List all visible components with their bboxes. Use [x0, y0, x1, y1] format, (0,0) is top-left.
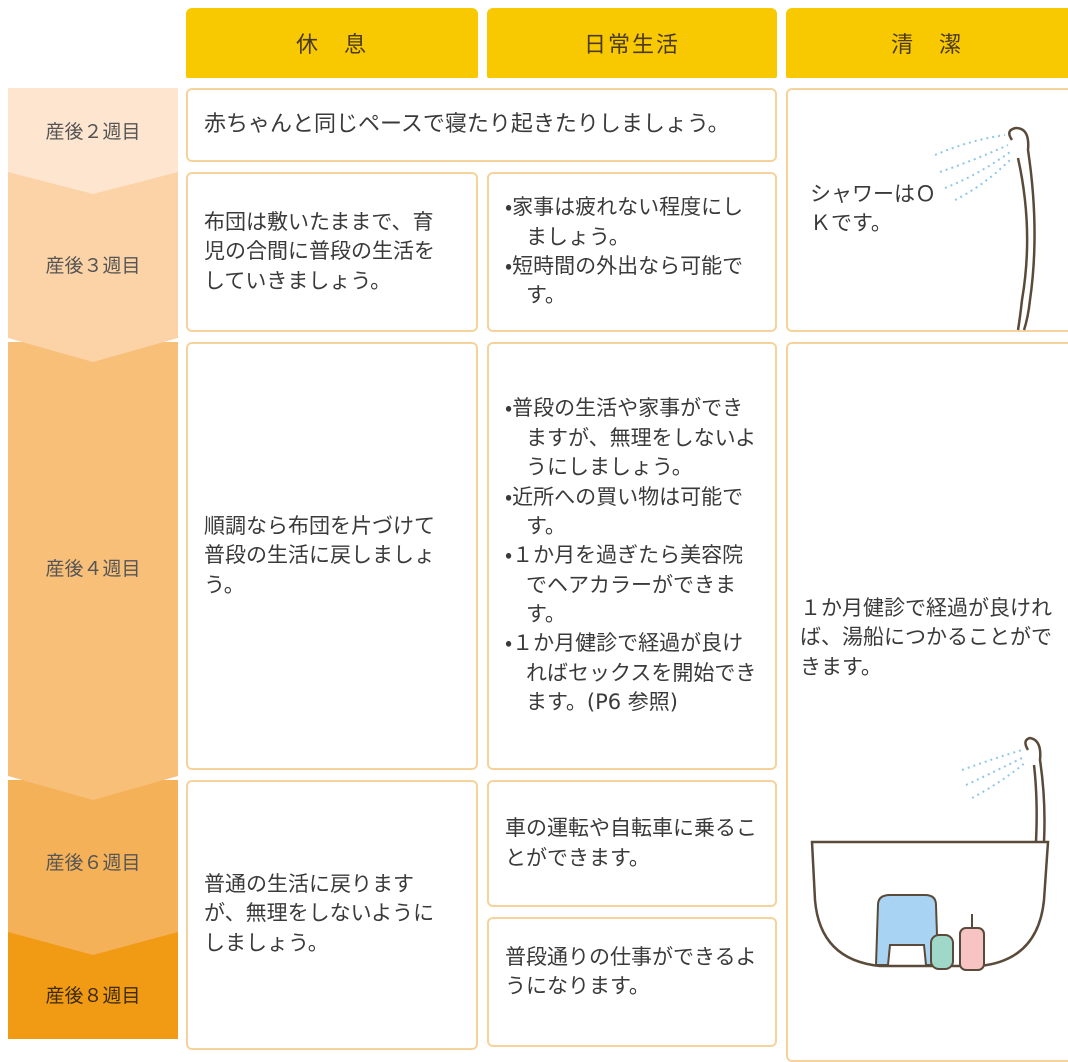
daily-cell: ・家事は疲れない程度にしましょう。 ・短時間の外出なら可能です。 — [487, 172, 777, 332]
daily-item: ・普段の生活や家事ができますが、無理をしないようにしましょう。 — [505, 396, 757, 480]
daily-item: ・短時間の外出なら可能です。 — [505, 254, 744, 308]
hygiene-text: １か月健診で経過が良ければ、湯船につかることができます。 — [800, 596, 1052, 679]
daily-item: ・１か月を過ぎたら美容院でヘアカラーができます。 — [505, 543, 744, 627]
rest-cell: 布団は敷いたままで、育児の合間に普段の生活をしていきましょう。 — [186, 172, 478, 332]
header-cell: 清 潔 — [786, 8, 1068, 78]
rest-cell: 赤ちゃんと同じペースで寝たり起きたりしましょう。 — [186, 88, 777, 162]
daily-item: 普段通りの仕事ができるようになります。 — [505, 945, 757, 999]
period-label: 産後２週目 — [45, 121, 140, 143]
header-cell: 休 息 — [186, 8, 478, 78]
arrow — [8, 88, 178, 194]
header-cell: 日常生活 — [487, 8, 777, 78]
arrow — [8, 780, 178, 955]
daily-cell: 車の運転や自転車に乗ることができます。 — [487, 780, 777, 907]
period-label: 産後８週目 — [45, 985, 140, 1007]
daily-item: ・家事は疲れない程度にしましょう。 — [505, 195, 744, 249]
hygiene-text: シャワーはＯＫです。 — [810, 182, 936, 236]
daily-item: ・近所への買い物は可能です。 — [505, 484, 744, 538]
arrow — [8, 930, 178, 1039]
page: 産後２週目 産後３週目 産後４週目 産後６週目 産後８週目 休 息 日常生活 清… — [8, 8, 1068, 1062]
rest-cell: 普通の生活に戻りますが、無理をしないようにしましょう。 — [186, 780, 478, 1050]
rest-cell: 順調なら布団を片づけて普段の生活に戻しましょう。 — [186, 342, 478, 770]
daily-cell: ・普段の生活や家事ができますが、無理をしないようにしましょう。 ・近所への買い物は… — [487, 342, 777, 770]
period-label: 産後３週目 — [45, 255, 140, 277]
period-arrows: 産後２週目 産後３週目 産後４週目 産後６週目 産後８週目 — [8, 88, 178, 1039]
daily-item: ・１か月健診で経過が良ければセックスを開始できます。(P6 参照) — [505, 631, 757, 715]
daily-cell: 普段通りの仕事ができるようになります。 — [487, 917, 777, 1047]
hygiene-cell: １か月健診で経過が良ければ、湯船につかることができます。 — [786, 342, 1068, 1062]
daily-item: 車の運転や自転車に乗ることができます。 — [505, 816, 757, 870]
period-label: 産後６週目 — [45, 852, 140, 874]
arrow — [8, 342, 178, 800]
period-label: 産後４週目 — [45, 558, 140, 580]
arrow — [8, 172, 178, 362]
hygiene-cell: シャワーはＯＫです。 — [786, 88, 1068, 332]
